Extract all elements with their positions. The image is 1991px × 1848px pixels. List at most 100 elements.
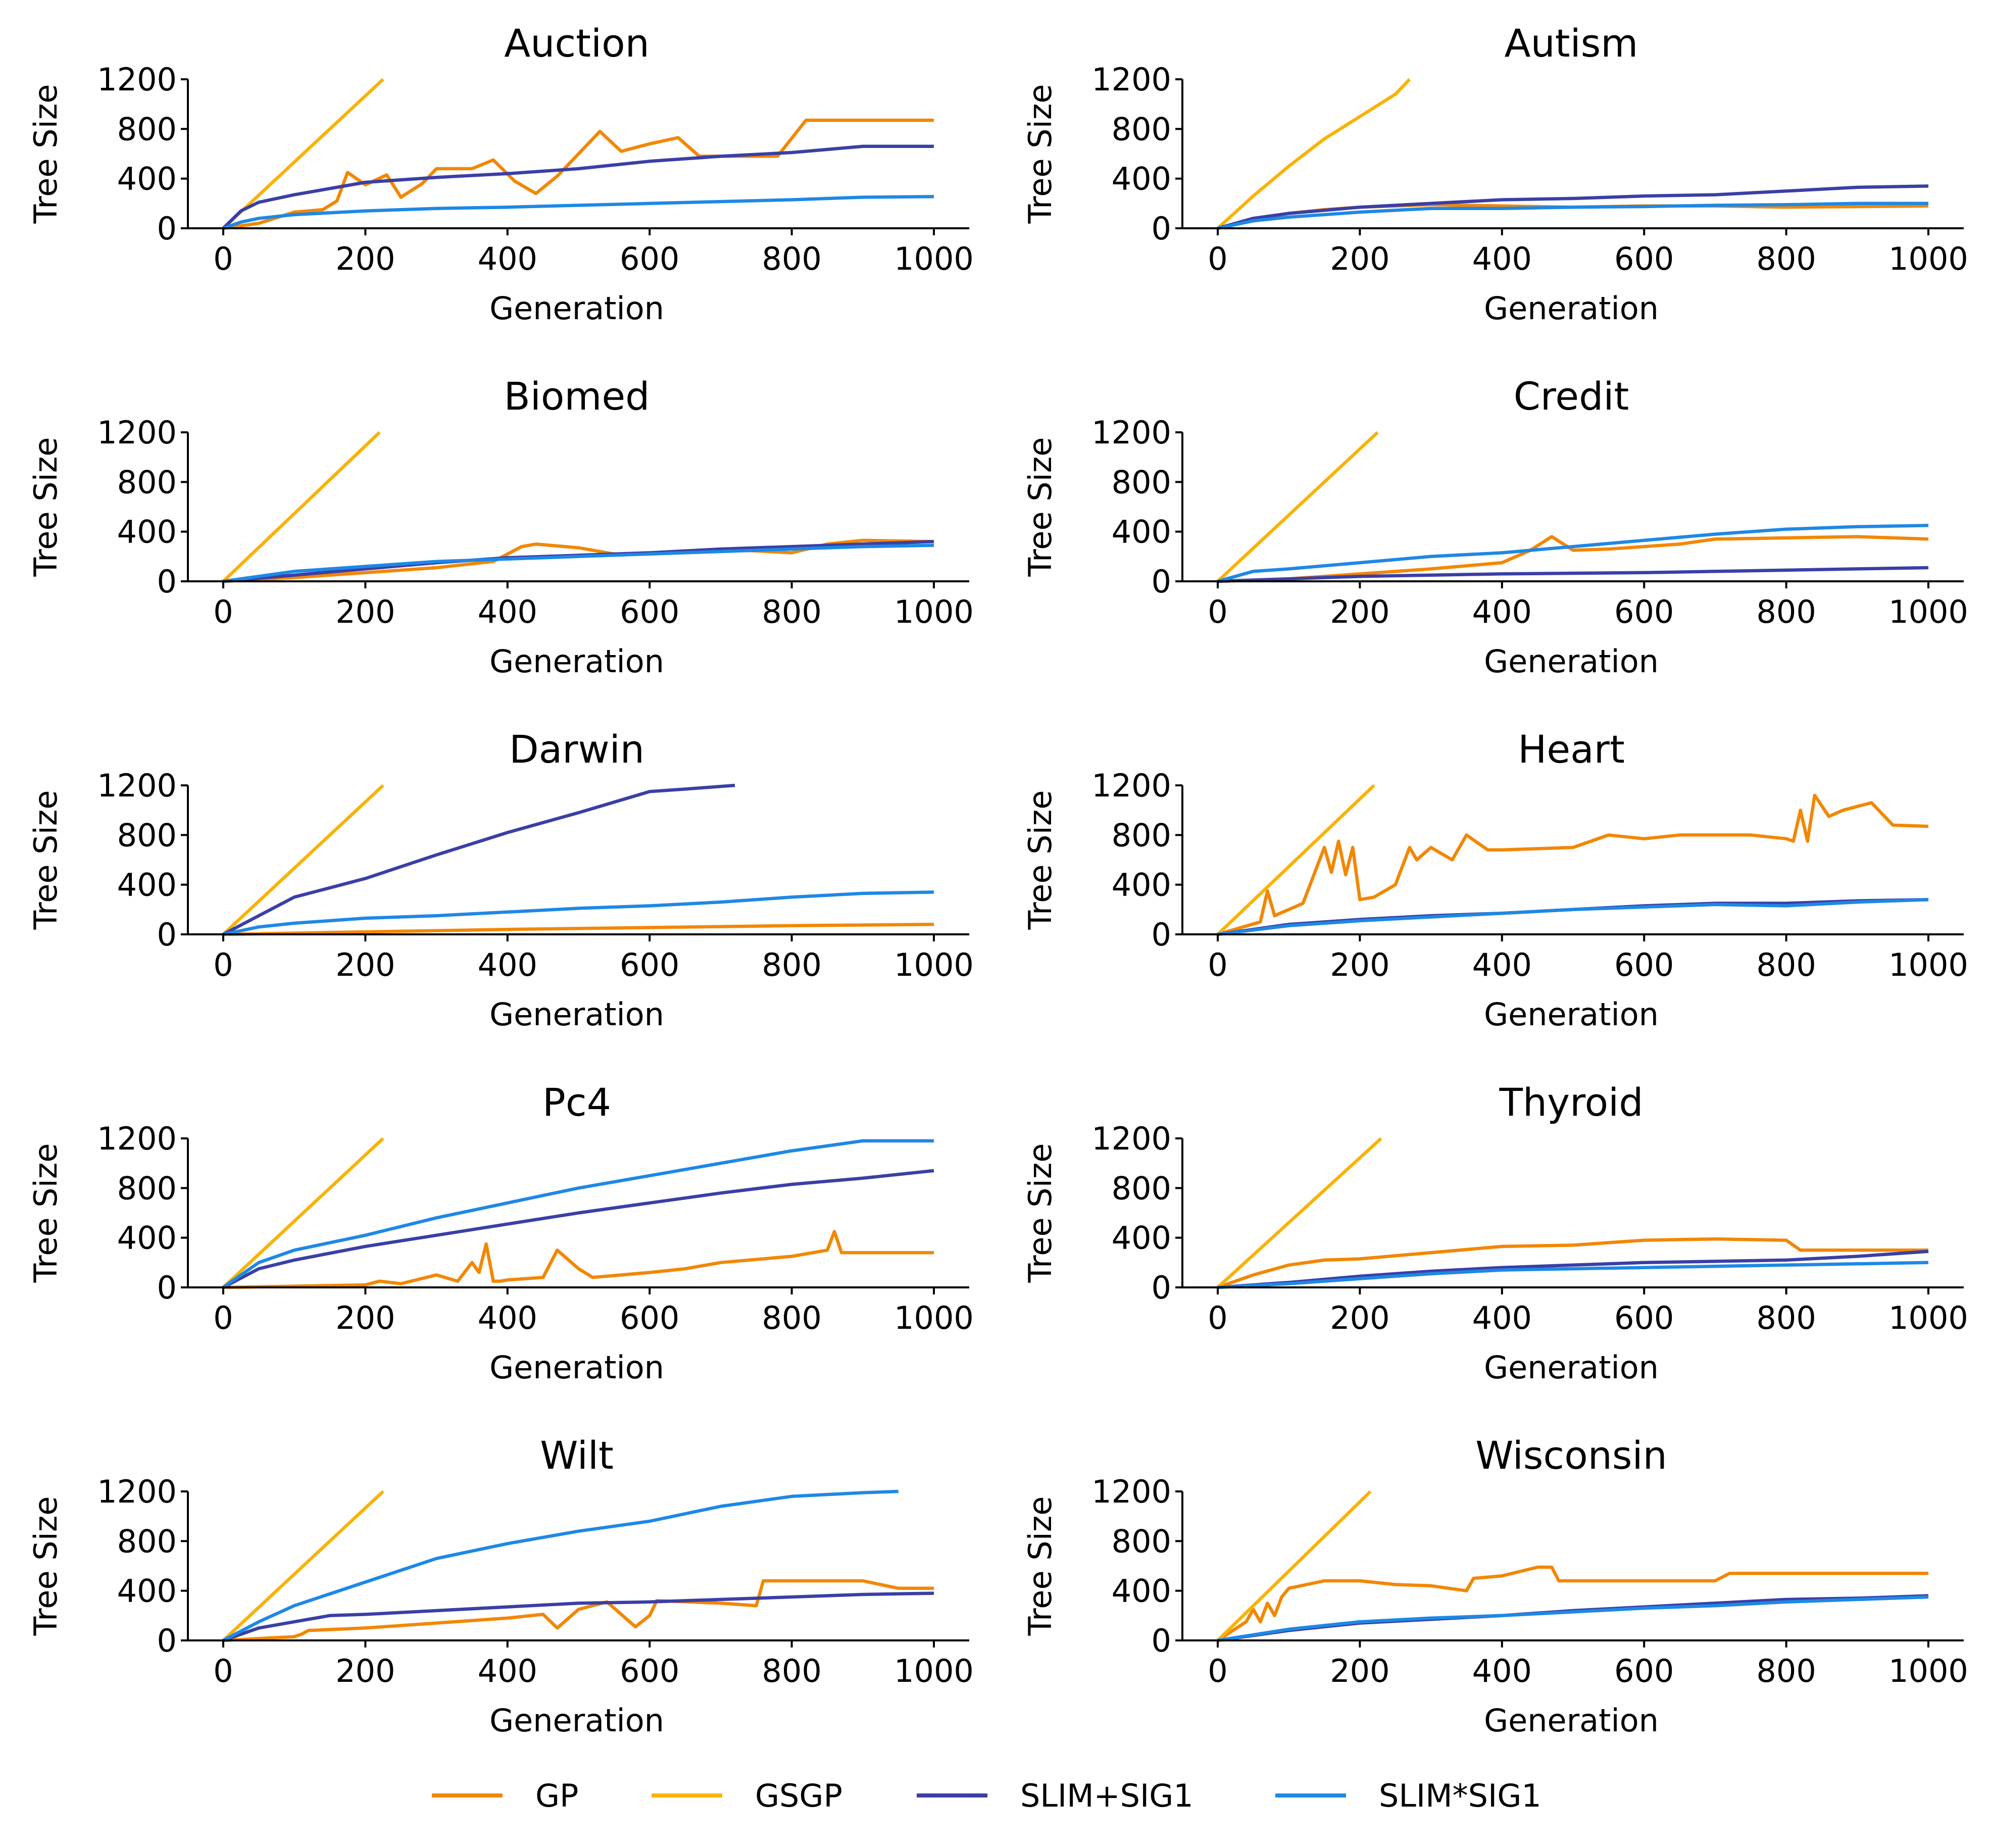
x-tick-label: 800 — [1756, 240, 1816, 277]
legend-label: GSGP — [755, 1777, 842, 1814]
series-group — [1216, 78, 1929, 230]
y-tick-label: 400 — [1112, 867, 1171, 904]
series-slim-sig1 — [222, 1169, 934, 1289]
x-axis-label: Generation — [489, 996, 664, 1033]
x-tick-label: 600 — [1614, 1300, 1674, 1336]
x-tick-label: 400 — [478, 593, 537, 630]
x-tick-label: 400 — [1472, 240, 1532, 277]
y-axis-label: Tree Size — [27, 1496, 64, 1636]
series-slim-sig1 — [223, 543, 934, 583]
panel-title: Wisconsin — [1475, 1433, 1667, 1478]
y-axis-label: Tree Size — [1022, 790, 1059, 930]
x-tick-label: 400 — [478, 946, 537, 983]
x-tick-label: 200 — [1330, 593, 1389, 630]
y-tick-label: 800 — [1112, 464, 1171, 501]
x-tick-label: 200 — [1330, 946, 1389, 983]
legend-item-gp: GP — [432, 1777, 578, 1814]
x-tick-label: 200 — [335, 1653, 395, 1689]
panel-title: Wilt — [540, 1433, 614, 1478]
y-axis-label: Tree Size — [1022, 437, 1059, 577]
y-tick-label: 800 — [1112, 817, 1171, 854]
y-axis-label: Tree Size — [27, 1143, 64, 1283]
x-tick-label: 1000 — [894, 1300, 974, 1336]
series-slim-sig1 — [1217, 1250, 1929, 1289]
panel-pc4: Pc4 0 400 800 1200 0 200 400 600 800 1000 Generatio… — [27, 1080, 974, 1386]
y-tick-label: 0 — [157, 916, 177, 953]
y-tick-label: 1200 — [97, 767, 177, 804]
x-tick-label: 0 — [213, 1653, 233, 1689]
y-tick-label: 800 — [1112, 1523, 1171, 1560]
panel-title: Thyroid — [1499, 1080, 1644, 1125]
y-tick-label: 1200 — [1091, 61, 1171, 98]
series-gsgp — [1216, 1137, 1382, 1289]
y-tick-label: 1200 — [1091, 1120, 1171, 1157]
x-tick-label: 1000 — [894, 1653, 974, 1689]
y-tick-label: 0 — [1152, 1269, 1171, 1306]
x-tick-label: 600 — [1614, 593, 1674, 630]
x-tick-label: 400 — [478, 1653, 537, 1689]
panel-wisconsin: Wisconsin 0 400 800 1200 0 200 400 600 800 1000 Gen… — [1022, 1433, 1968, 1739]
x-axis-label: Generation — [489, 643, 664, 680]
panel-auction: Auction 0 400 800 1200 0 200 400 600 800 1000 Gener… — [27, 21, 974, 327]
series-slim-sig1 — [1217, 202, 1928, 230]
series-slim-sig1 — [222, 783, 735, 936]
y-tick-label: 800 — [1112, 111, 1171, 147]
y-tick-label: 400 — [117, 1573, 177, 1610]
series-slim-sig1 — [222, 1139, 934, 1289]
x-tick-label: 0 — [213, 1300, 233, 1336]
y-axis-label: Tree Size — [1022, 1496, 1059, 1636]
y-tick-label: 800 — [117, 464, 177, 501]
x-tick-label: 1000 — [1888, 1653, 1968, 1689]
y-axis-label: Tree Size — [27, 84, 64, 224]
x-tick-label: 0 — [1208, 946, 1227, 983]
x-axis-label: Generation — [489, 290, 664, 327]
y-tick-label: 400 — [1112, 1220, 1171, 1257]
legend-item-slim-sig1: SLIM+SIG1 — [917, 1777, 1193, 1814]
x-tick-label: 1000 — [894, 593, 974, 630]
panel-title: Heart — [1518, 727, 1625, 772]
panel-title: Autism — [1505, 21, 1638, 66]
panel-title: Darwin — [509, 727, 644, 772]
y-axis-label: Tree Size — [1022, 84, 1059, 224]
x-tick-label: 600 — [620, 593, 679, 630]
x-tick-label: 800 — [1756, 1300, 1816, 1336]
x-tick-label: 0 — [1208, 1300, 1227, 1336]
x-tick-label: 0 — [1208, 1653, 1227, 1689]
x-tick-label: 400 — [1472, 1653, 1532, 1689]
x-tick-label: 200 — [335, 946, 395, 983]
y-tick-label: 800 — [117, 111, 177, 147]
y-tick-label: 0 — [157, 1622, 177, 1659]
x-tick-label: 800 — [762, 240, 821, 277]
y-axis-label: Tree Size — [27, 437, 64, 577]
series-group — [1216, 431, 1929, 583]
x-tick-label: 600 — [620, 1653, 679, 1689]
series-group — [222, 78, 934, 230]
series-group — [1216, 1490, 1929, 1642]
y-tick-label: 0 — [1152, 210, 1171, 247]
panel-wilt: Wilt 0 400 800 1200 0 200 400 600 800 1000 Generati… — [27, 1433, 974, 1739]
panel-biomed: Biomed 0 400 800 1200 0 200 400 600 800 1000 Genera… — [27, 374, 974, 680]
y-tick-label: 400 — [117, 514, 177, 551]
y-axis-label: Tree Size — [1022, 1143, 1059, 1283]
series-group — [222, 1137, 934, 1289]
y-tick-label: 0 — [1152, 563, 1171, 600]
legend-label: GP — [535, 1777, 578, 1814]
y-tick-label: 400 — [1112, 161, 1171, 197]
series-slim-sig1 — [222, 144, 934, 230]
x-tick-label: 200 — [335, 1300, 395, 1336]
x-tick-label: 0 — [213, 946, 233, 983]
y-tick-label: 800 — [117, 1170, 177, 1207]
x-tick-label: 200 — [1330, 1653, 1389, 1689]
series-gp — [1217, 1565, 1928, 1642]
series-gsgp — [1216, 1490, 1372, 1642]
series-group — [1216, 1137, 1929, 1289]
legend-item-slim-sig1: SLIM*SIG1 — [1275, 1777, 1541, 1814]
series-slim-sig1 — [222, 1489, 899, 1642]
y-tick-label: 1200 — [1091, 414, 1171, 451]
x-tick-label: 600 — [620, 240, 679, 277]
y-tick-label: 400 — [117, 867, 177, 904]
x-tick-label: 600 — [620, 1300, 679, 1336]
x-tick-label: 800 — [1756, 1653, 1816, 1689]
x-tick-label: 600 — [620, 946, 679, 983]
series-group — [1216, 784, 1929, 936]
